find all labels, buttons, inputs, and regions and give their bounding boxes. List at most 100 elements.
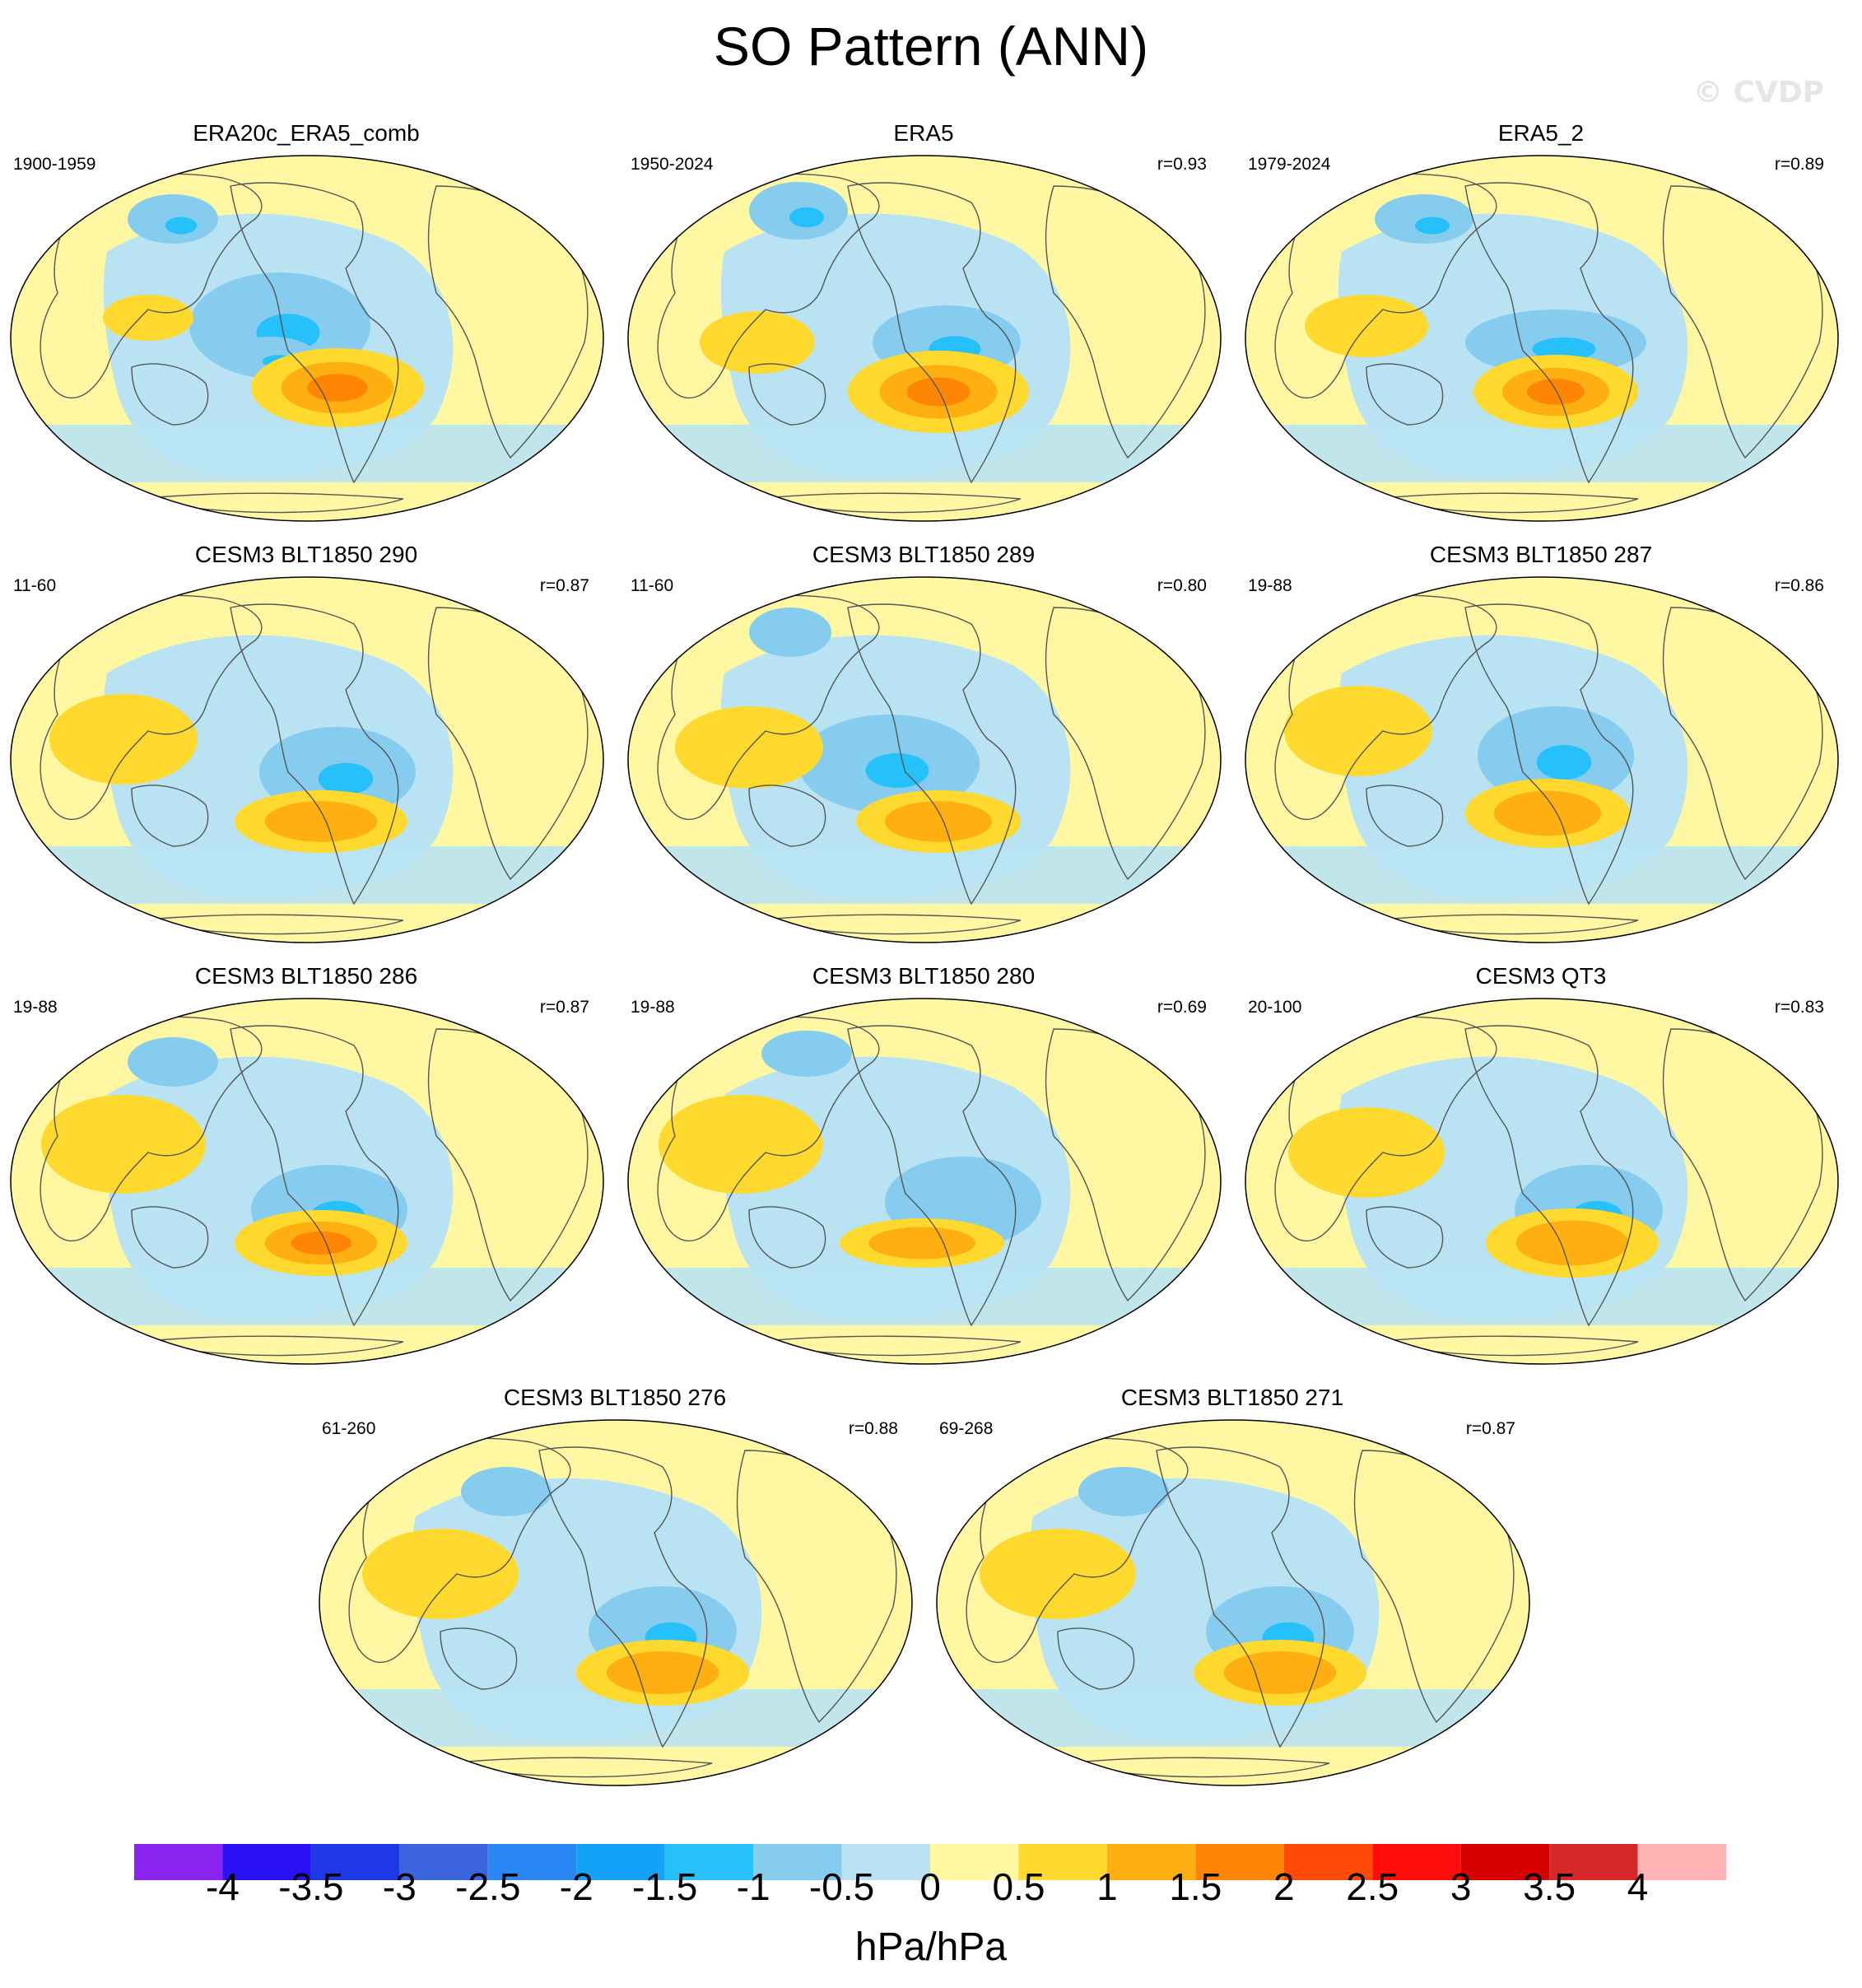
globe-map — [627, 155, 1222, 522]
colorbar-tick-label: 3.5 — [1523, 1865, 1576, 1908]
colorbar-tick-label: -3 — [383, 1865, 417, 1908]
colorbar-tick-label: 1.5 — [1169, 1865, 1222, 1908]
panel-correlation: r=0.87 — [539, 998, 589, 1017]
panel-period: 11-60 — [13, 576, 57, 595]
high-anomaly-peak — [906, 377, 971, 407]
map-outline — [319, 1419, 913, 1786]
colorbar-tick-label: 2 — [1273, 1865, 1295, 1908]
panel-period: 19-88 — [631, 998, 675, 1017]
colorbar-tick-label: 0.5 — [992, 1865, 1045, 1908]
coastline — [139, 914, 404, 935]
high-anomaly-peak — [1527, 379, 1585, 405]
coastline — [748, 784, 826, 847]
coastline — [847, 1025, 1017, 1327]
globe-map — [10, 576, 604, 943]
coastline — [1366, 784, 1444, 847]
panel-title: ERA5 — [893, 120, 954, 146]
low-anomaly-core — [789, 207, 824, 228]
coastline — [756, 492, 1022, 514]
coastline — [139, 492, 404, 514]
high-anomaly — [980, 1529, 1136, 1619]
coastline — [348, 1432, 571, 1664]
globe-map — [1245, 998, 1839, 1365]
panel-period: 20-100 — [1248, 998, 1302, 1017]
map-panel: CESM3 BLT1850 287 19-88 r=0.86 — [1236, 542, 1846, 953]
southern-band — [628, 1268, 1221, 1325]
high-anomaly — [1284, 686, 1432, 776]
map-outline — [1245, 576, 1839, 943]
colorbar-bin — [134, 1844, 223, 1880]
colorbar-tick-label: 0 — [919, 1865, 941, 1908]
coastline — [131, 1206, 209, 1269]
high-anomaly — [1288, 1107, 1445, 1198]
low-anomaly-core — [165, 216, 198, 235]
colorbar-bin — [930, 1844, 1019, 1880]
high-anomaly-core — [868, 1227, 975, 1259]
map-panel: ERA5_2 1979-2024 r=0.89 — [1236, 120, 1846, 532]
southern-band — [11, 846, 603, 904]
map-outline — [1245, 998, 1839, 1365]
high-anomaly — [659, 1095, 823, 1194]
figure-title: SO Pattern (ANN) — [713, 16, 1149, 77]
colorbar-bin — [576, 1844, 665, 1880]
globe-map — [1245, 576, 1839, 943]
colorbar-tick-label: 1 — [1096, 1865, 1118, 1908]
coastline — [1274, 167, 1497, 399]
map-panel: CESM3 QT3 20-100 r=0.83 — [1236, 963, 1846, 1375]
southern-band — [1245, 846, 1838, 904]
high-anomaly-core — [1494, 790, 1601, 836]
low-anomaly-core — [865, 753, 929, 788]
low-anomaly — [761, 1031, 852, 1077]
coastline — [756, 914, 1022, 935]
coastline — [440, 1627, 518, 1690]
coastline — [847, 182, 1017, 484]
globe-map — [627, 576, 1222, 943]
panel-title: ERA20c_ERA5_comb — [193, 120, 420, 146]
panel-period: 69-268 — [939, 1419, 994, 1438]
map-panel: CESM3 BLT1850 286 19-88 r=0.87 — [2, 963, 611, 1375]
coastline — [1464, 1025, 1634, 1327]
high-anomaly-core — [1223, 1651, 1337, 1694]
map-outline — [10, 155, 604, 522]
globe-map — [10, 155, 604, 522]
coastline — [1065, 1757, 1330, 1778]
southern-band — [11, 425, 603, 482]
panel-correlation: r=0.87 — [539, 576, 589, 595]
map-outline — [627, 155, 1222, 522]
map-outline — [627, 576, 1222, 943]
watermark: © CVDP — [1692, 76, 1824, 109]
panel-title: ERA5_2 — [1497, 120, 1585, 146]
coastline — [1156, 1446, 1325, 1748]
coastline — [966, 1432, 1189, 1664]
coastline — [538, 1446, 708, 1748]
high-anomaly-core — [606, 1651, 719, 1694]
map-outline — [1245, 155, 1839, 522]
coastline — [1374, 914, 1639, 935]
panel-correlation: r=0.80 — [1157, 576, 1207, 595]
coastline — [657, 1010, 880, 1242]
colorbar-bin — [1283, 1844, 1373, 1880]
colorbar-bin — [664, 1844, 754, 1880]
panel-correlation: r=0.88 — [848, 1419, 898, 1438]
low-anomaly — [749, 608, 831, 657]
panel-title: CESM3 BLT1850 276 — [503, 1385, 727, 1410]
coastline — [230, 1025, 399, 1327]
panel-title: CESM3 BLT1850 287 — [1429, 542, 1653, 567]
coastline — [1274, 589, 1497, 821]
panel-correlation: r=0.86 — [1774, 576, 1824, 595]
map-panel: CESM3 BLT1850 280 19-88 r=0.69 — [619, 963, 1228, 1375]
globe-map — [1245, 155, 1839, 522]
colorbar-tick-label: -4 — [206, 1865, 240, 1908]
low-anomaly — [461, 1467, 552, 1516]
colorbar-tick-label: -2 — [560, 1865, 594, 1908]
colorbar-bin — [399, 1844, 488, 1880]
low-anomaly — [1078, 1467, 1169, 1516]
map-outline — [10, 576, 604, 943]
panel-title: CESM3 BLT1850 280 — [812, 963, 1036, 989]
globe-map — [627, 998, 1222, 1365]
panel-title: CESM3 BLT1850 290 — [194, 542, 418, 567]
globe-map — [10, 998, 604, 1365]
high-anomaly — [41, 1095, 206, 1194]
globe-map — [936, 1419, 1530, 1786]
panel-title: CESM3 BLT1850 289 — [812, 542, 1036, 567]
